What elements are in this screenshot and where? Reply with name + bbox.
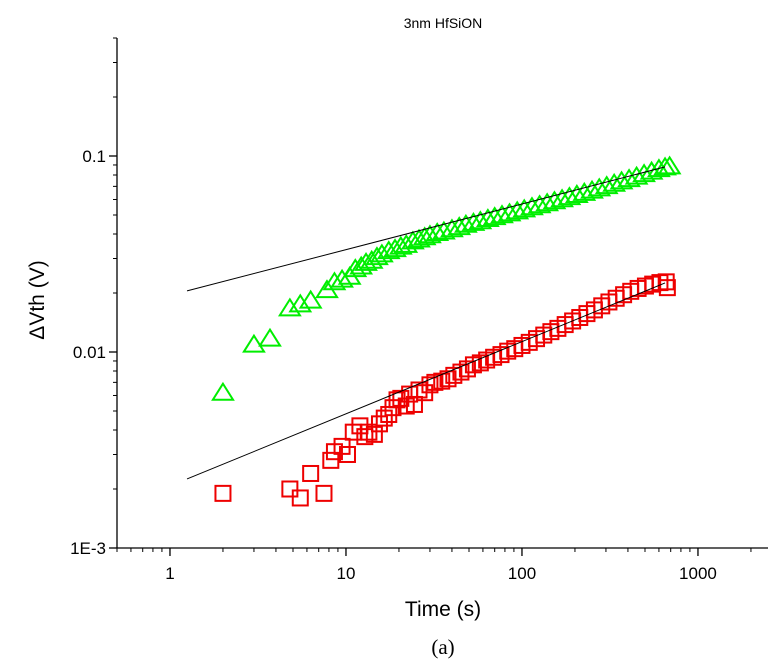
square-marker: [658, 279, 676, 297]
square-marker: [351, 417, 369, 435]
triangle-marker: [383, 238, 407, 258]
series-layer: [211, 155, 682, 507]
triangle-marker: [512, 198, 537, 218]
x-tick-label: 10: [337, 564, 356, 583]
triangle-marker: [505, 200, 530, 220]
triangle-marker: [580, 179, 604, 199]
square-marker: [302, 464, 320, 482]
x-ticks: 1 10 100 1000: [116, 548, 752, 583]
triangle-marker: [288, 293, 313, 313]
x-tick-label: 100: [508, 564, 536, 583]
square-marker: [421, 376, 439, 394]
triangle-marker: [418, 224, 442, 244]
square-marker: [433, 372, 451, 390]
triangle-marker: [349, 255, 374, 275]
triangle-marker: [497, 202, 522, 222]
y-ticks: 1E-3 0.01 0.1: [70, 37, 117, 558]
triangle-marker: [617, 168, 641, 188]
triangle-marker: [211, 381, 235, 401]
triangle-marker: [520, 196, 544, 216]
square-marker: [281, 480, 299, 498]
triangle-marker: [330, 268, 354, 288]
x-tick-label: 1000: [679, 564, 717, 583]
triangle-marker: [542, 190, 567, 210]
triangle-marker: [242, 333, 266, 353]
square-marker: [657, 273, 675, 291]
triangle-marker: [490, 204, 514, 224]
triangle-marker: [550, 188, 574, 208]
x-tick-label: 1: [165, 564, 174, 583]
square-marker: [214, 484, 232, 502]
triangle-marker: [431, 220, 456, 240]
triangle-marker: [602, 172, 627, 192]
square-marker: [322, 451, 340, 469]
chart-title: 3nm HfSiON: [404, 15, 483, 31]
triangle-marker: [587, 177, 612, 197]
triangle-marker: [557, 186, 582, 206]
triangle-marker: [475, 208, 500, 228]
fit-line: [186, 166, 666, 292]
triangle-marker: [425, 222, 450, 241]
triangle-marker: [298, 289, 323, 309]
triangle-marker: [535, 192, 560, 212]
y-tick-label: 1E-3: [70, 539, 106, 558]
fit-line: [186, 282, 666, 480]
triangle-marker: [609, 170, 634, 190]
y-tick-label: 0.1: [82, 147, 106, 166]
fit-layer: [186, 166, 666, 480]
y-axis-label: ΔVth (V): [26, 260, 49, 339]
triangle-marker: [594, 175, 619, 195]
triangle-marker: [365, 246, 389, 266]
square-marker: [370, 415, 388, 433]
triangle-marker: [527, 194, 552, 214]
square-marker: [458, 360, 476, 378]
triangle-marker: [564, 184, 589, 203]
triangle-marker: [657, 155, 682, 175]
triangle-marker: [359, 249, 384, 269]
square-marker: [315, 484, 333, 502]
figure-caption: (a): [431, 635, 454, 659]
x-axis-label: Time (s): [405, 598, 481, 621]
square-marker: [471, 354, 489, 372]
y-tick-label: 0.01: [73, 343, 106, 362]
square-marker: [291, 489, 309, 507]
square-marker: [375, 409, 393, 427]
triangle-marker: [322, 271, 347, 291]
square-marker: [356, 428, 374, 446]
triangle-marker: [461, 211, 486, 231]
square-marker: [365, 425, 383, 443]
triangle-marker: [407, 228, 431, 248]
square-marker: [338, 445, 356, 463]
triangle-marker: [277, 297, 302, 317]
axes: 1 10 100 1000 1E-3 0.01 0.1: [70, 37, 768, 583]
triangle-marker: [453, 213, 478, 233]
triangle-marker: [482, 206, 507, 226]
triangle-marker: [468, 210, 493, 230]
triangle-marker: [388, 235, 413, 255]
triangle-marker: [572, 181, 597, 201]
triangle-marker: [447, 216, 472, 236]
triangle-marker: [258, 327, 282, 347]
